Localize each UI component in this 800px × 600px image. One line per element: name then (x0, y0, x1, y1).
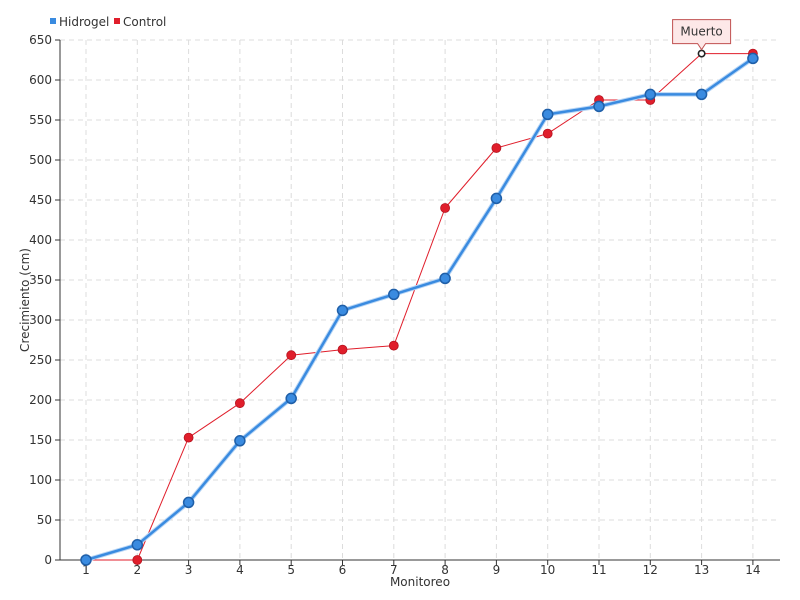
grid-lines (60, 39, 780, 560)
x-tick-label: 9 (493, 563, 501, 577)
data-point-control[interactable] (286, 350, 297, 361)
data-point-hidrogel[interactable] (388, 288, 400, 301)
x-tick-label: 11 (591, 563, 606, 577)
data-point-hidrogel[interactable] (336, 304, 349, 317)
data-point-control[interactable] (132, 555, 143, 565)
y-tick-label: 50 (37, 513, 52, 527)
annotation-text: Muerto (680, 25, 722, 39)
annotation-callout: Muerto (672, 19, 732, 51)
y-tick-label: 0 (44, 553, 52, 567)
y-tick-label: 300 (29, 313, 52, 327)
series (80, 48, 759, 566)
y-tick-label: 550 (29, 113, 52, 127)
y-tick-label: 200 (29, 393, 52, 407)
x-tick-label: 4 (236, 563, 244, 577)
x-axis-title: Monitoreo (390, 575, 450, 589)
legend-swatch-control (114, 18, 120, 24)
annotation-box (672, 19, 732, 51)
data-point-hidrogel[interactable] (80, 554, 92, 566)
data-point-hidrogel[interactable] (541, 108, 554, 121)
data-point-control[interactable] (388, 340, 399, 351)
data-point-hidrogel[interactable] (285, 392, 297, 405)
legend-swatch-hidrogel (50, 18, 56, 24)
y-tick-label: 600 (29, 73, 52, 87)
x-tick-label: 13 (694, 563, 709, 577)
x-tick-label: 8 (441, 563, 449, 577)
x-tick-label: 7 (390, 563, 398, 577)
y-tick-label: 150 (29, 433, 52, 447)
series-line-hidrogel-halo (85, 56, 755, 563)
data-point-hidrogel[interactable] (644, 88, 657, 101)
x-tick-label: 10 (540, 563, 555, 577)
legend: Hidrogel Control (50, 15, 166, 29)
x-tick-label: 1 (82, 563, 90, 577)
series-line-control (86, 53, 753, 561)
x-tick-label: 6 (339, 563, 347, 577)
y-tick-label: 250 (29, 353, 52, 367)
y-tick-label: 400 (29, 233, 52, 247)
y-tick-label: 450 (29, 193, 52, 207)
x-tick-label: 2 (133, 563, 141, 577)
data-point-hidrogel[interactable] (695, 88, 708, 101)
data-point-control[interactable] (234, 398, 245, 409)
axes (59, 40, 780, 561)
x-tick-label: 12 (643, 563, 658, 577)
data-point-hidrogel[interactable] (439, 272, 451, 285)
data-point-hidrogel[interactable] (593, 100, 605, 113)
series-line-hidrogel (85, 57, 754, 562)
data-point-hidrogel[interactable] (234, 435, 246, 447)
legend-label-control: Control (123, 15, 166, 29)
axis-ticks: 0 50 100 150 200 250 300 350 400 450 500 550 600 650 1… (29, 33, 760, 577)
data-point-control[interactable] (183, 432, 194, 443)
y-tick-label: 100 (29, 473, 52, 487)
x-tick-label: 3 (185, 563, 193, 577)
legend-label-hidrogel: Hidrogel (59, 15, 109, 29)
y-tick-label: 350 (29, 273, 52, 287)
data-point-control[interactable] (440, 203, 451, 213)
data-point-hidrogel[interactable] (131, 539, 144, 551)
data-point-hidrogel[interactable] (747, 52, 759, 65)
y-tick-label: 650 (29, 33, 52, 47)
y-axis-title: Crecimiento (cm) (18, 248, 32, 352)
x-tick-label: 5 (287, 563, 295, 577)
annotations: Muerto (672, 19, 732, 51)
data-point-control[interactable] (337, 344, 348, 355)
data-point-control[interactable] (697, 49, 706, 58)
data-point-control[interactable] (542, 128, 553, 139)
y-tick-label: 500 (29, 153, 52, 167)
data-point-hidrogel[interactable] (490, 192, 503, 205)
x-tick-label: 14 (745, 563, 760, 577)
data-point-control[interactable] (491, 143, 502, 153)
data-point-hidrogel[interactable] (182, 496, 195, 509)
